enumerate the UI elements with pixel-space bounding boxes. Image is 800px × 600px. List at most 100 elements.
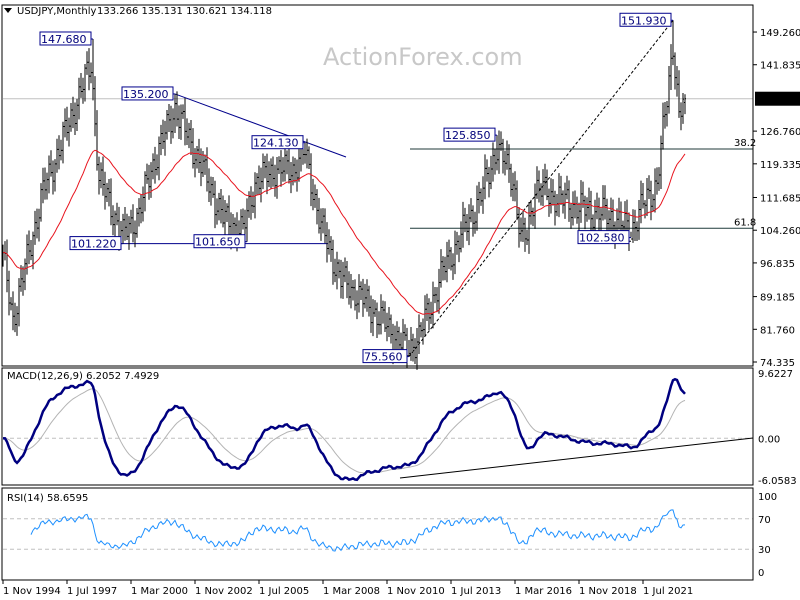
ohlc-bar	[266, 153, 268, 195]
ohlc-bar	[146, 163, 148, 184]
price-tick-label: 104.260	[760, 226, 800, 237]
ohlc-bar	[194, 148, 196, 178]
ohlc-bar	[28, 230, 30, 265]
ohlc-bar	[242, 208, 244, 230]
ohlc-bar	[366, 279, 368, 312]
ohlc-bar	[208, 168, 210, 202]
rsi-tick-label: 70	[758, 515, 771, 526]
ohlc-bar	[524, 217, 526, 252]
ohlc-bar	[304, 142, 306, 164]
swing-label-box	[577, 230, 630, 245]
swing-label-box	[362, 349, 408, 364]
axes: 149.260 141.835 126.760 119.335 111.685 104.2…	[1, 4, 800, 597]
ohlc-bar	[552, 179, 554, 206]
ohlc-bar	[344, 257, 346, 283]
price-pane-frame	[1, 4, 754, 367]
ohlc-bar	[428, 298, 430, 331]
ohlc-bar	[436, 287, 438, 313]
ohlc-bar	[196, 145, 198, 169]
ohlc-bar	[654, 168, 656, 213]
macd-trend-line[interactable]	[399, 437, 754, 479]
ohlc-bar	[312, 178, 314, 211]
ohlc-bar	[282, 157, 284, 182]
ohlc-bar	[90, 62, 92, 84]
swing-label: 135.200	[123, 88, 169, 101]
ohlc-bar	[104, 171, 106, 210]
ohlc-bar	[514, 171, 516, 202]
macd-pane-frame	[1, 367, 754, 486]
price-tick-label: 111.685	[760, 194, 800, 205]
time-tick-label: 1 Mar 2000	[131, 586, 188, 597]
ohlc-bar	[50, 150, 52, 177]
ohlc-bar	[668, 66, 670, 114]
ohlc-bar	[426, 293, 428, 322]
ohlc-bar	[542, 169, 544, 207]
ohlc-bar	[480, 188, 482, 206]
ohlc-bar	[632, 209, 634, 243]
ohlc-bar	[508, 144, 510, 183]
ohlc-bar	[134, 220, 136, 248]
ohlc-bar	[646, 178, 648, 217]
time-tick-label: 1 Nov 2018	[579, 586, 637, 597]
ohlc-bar	[562, 190, 564, 214]
ohlc-bar	[94, 76, 96, 137]
ohlc-bar	[320, 208, 322, 241]
macd-tick-label: 9.6227	[758, 369, 793, 380]
ohlc-bar	[174, 93, 176, 134]
ohlc-readout: 133.266 135.131 130.621 134.118	[97, 6, 272, 17]
ohlc-bar	[372, 299, 374, 337]
ohlc-bar	[62, 121, 64, 164]
ohlc-bar	[18, 278, 20, 327]
ohlc-bar	[144, 171, 146, 212]
ohlc-bar	[286, 150, 288, 175]
ohlc-bar	[56, 138, 58, 173]
ohlc-bar	[660, 135, 662, 190]
ohlc-bar	[498, 130, 500, 174]
current-price-badge	[755, 91, 800, 106]
ohlc-bar	[54, 159, 56, 192]
ohlc-bar	[422, 318, 424, 345]
ohlc-bar	[294, 157, 296, 183]
ohlc-bar	[544, 163, 546, 196]
downtrend-line[interactable]	[174, 93, 347, 158]
ohlc-bar	[98, 156, 100, 195]
ohlc-bar	[540, 183, 542, 206]
ohlc-bar	[414, 338, 416, 365]
ohlc-bar	[170, 105, 172, 144]
ohlc-bar	[276, 157, 278, 199]
ohlc-bar	[460, 221, 462, 253]
ohlc-bar	[586, 197, 588, 222]
ohlc-bar	[652, 194, 654, 212]
ohlc-bar	[482, 176, 484, 214]
ohlc-bar	[630, 231, 632, 242]
ohlc-bar	[474, 211, 476, 234]
ohlc-bar	[356, 290, 358, 320]
ohlc-bar	[172, 108, 174, 139]
macd-pane	[2, 377, 754, 482]
ohlc-bar	[600, 208, 602, 232]
ohlc-bar	[82, 77, 84, 104]
ohlc-bar	[264, 155, 266, 179]
ohlc-bar	[506, 140, 508, 170]
swing-label: 125.850	[445, 129, 491, 142]
ohlc-bar	[410, 327, 412, 361]
ohlc-bar	[290, 162, 292, 194]
ohlc-bar	[378, 311, 380, 335]
rsi-tick-label: 100	[758, 492, 777, 503]
ohlc-bar	[520, 217, 522, 242]
ohlc-bar	[670, 44, 672, 91]
collapse-triangle-icon[interactable]	[4, 8, 12, 13]
ohlc-bar	[278, 156, 280, 174]
ohlc-bar	[38, 208, 40, 242]
ohlc-bar	[36, 208, 38, 239]
ohlc-bar	[604, 185, 606, 220]
ohlc-bar	[358, 274, 360, 313]
ohlc-bar	[72, 96, 74, 129]
price-pane: 38.2 61.8 147.680 135.200 101.220 101.650 124.…	[2, 12, 756, 370]
ohlc-bar	[490, 155, 492, 190]
ohlc-bar	[338, 259, 340, 279]
dashed-trend-line[interactable]	[408, 19, 674, 357]
ohlc-bar	[664, 101, 666, 129]
macd-tick-label: -6.0583	[758, 476, 797, 487]
